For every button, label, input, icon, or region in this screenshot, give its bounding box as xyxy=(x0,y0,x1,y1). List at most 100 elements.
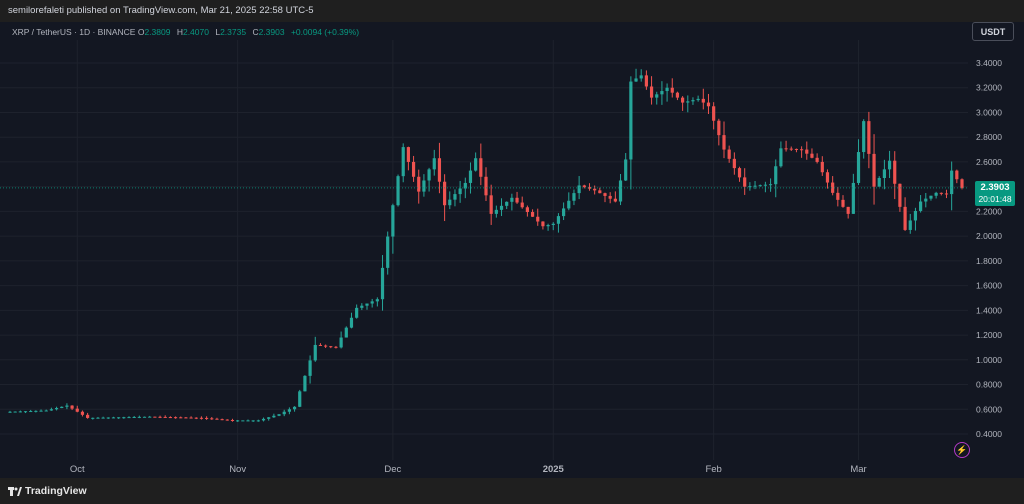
open-value: 2.3809 xyxy=(144,27,171,37)
candle-body xyxy=(670,87,674,93)
candle-body xyxy=(546,225,550,227)
candle-body xyxy=(505,201,509,206)
candle-body xyxy=(908,220,912,230)
candle-body xyxy=(753,185,757,187)
candle-body xyxy=(453,194,457,200)
candle-body xyxy=(406,147,410,162)
candle-body xyxy=(189,417,193,419)
y-tick-label: 0.6000 xyxy=(976,404,1002,414)
candle-body xyxy=(748,186,752,188)
candle-body xyxy=(562,208,566,217)
candle-body xyxy=(520,202,524,208)
y-tick-label: 1.4000 xyxy=(976,305,1002,315)
y-tick-label: 2.8000 xyxy=(976,132,1002,142)
candle-body xyxy=(205,417,209,419)
chart-area[interactable]: Oct Nov Dec 2025 Feb Mar 3.4000 3.2000 3.0000 2.8… xyxy=(0,22,1024,478)
candle-body xyxy=(862,121,866,153)
candle-body xyxy=(541,221,545,227)
candle-body xyxy=(80,411,85,415)
candle-body xyxy=(618,180,623,202)
candle-body xyxy=(318,344,323,346)
candle-body xyxy=(127,417,131,419)
candle-body xyxy=(230,419,235,421)
candle-body xyxy=(13,411,17,413)
candle-body xyxy=(712,106,716,121)
candle-body xyxy=(417,176,421,192)
candle-body xyxy=(308,360,312,376)
tradingview-brand: TradingView xyxy=(25,485,87,497)
candle-body xyxy=(132,416,136,418)
candle-body xyxy=(655,94,659,98)
candle-body xyxy=(339,337,343,348)
candle-body xyxy=(375,299,379,302)
candle-body xyxy=(898,183,902,207)
candle-body xyxy=(324,345,328,347)
candle-body xyxy=(199,417,204,419)
candle-body xyxy=(701,98,705,103)
candle-body xyxy=(173,417,178,419)
candle-body xyxy=(686,101,690,103)
candle-body xyxy=(939,192,943,194)
x-tick-label: Mar xyxy=(850,464,866,475)
x-tick-label: Dec xyxy=(384,464,401,475)
candle-body xyxy=(608,195,612,199)
candle-body xyxy=(422,180,426,192)
candle-body xyxy=(313,344,317,361)
candle-body xyxy=(370,301,374,304)
candle-body xyxy=(365,303,369,306)
candle-body xyxy=(675,92,680,98)
candle-body xyxy=(944,193,949,195)
candle-body xyxy=(872,153,876,187)
high-label: H xyxy=(176,27,183,37)
candle-body xyxy=(303,375,307,392)
symbol-title[interactable]: XRP / TetherUS · 1D · BINANCE xyxy=(12,27,136,37)
candle-body xyxy=(468,170,473,183)
candle-body xyxy=(737,168,742,178)
tradingview-logo[interactable]: TradingView xyxy=(8,485,87,497)
candle-body xyxy=(215,418,219,420)
bolt-icon[interactable]: ⚡ xyxy=(954,442,970,458)
candle-body xyxy=(101,417,105,419)
candle-body xyxy=(572,193,576,201)
candle-body xyxy=(122,417,126,419)
candle-body xyxy=(763,184,767,186)
candle-body xyxy=(929,195,933,199)
y-tick-label: 2.0000 xyxy=(976,231,1002,241)
candle-body xyxy=(349,317,354,328)
candle-body xyxy=(8,411,12,413)
candle-body xyxy=(391,205,395,237)
symbol-legend: XRP / TetherUS · 1D · BINANCE O2.3809 H2… xyxy=(12,27,363,37)
candle-body xyxy=(44,410,48,412)
candle-body xyxy=(437,158,442,182)
candle-body xyxy=(717,120,721,136)
last-price: 2.3903 xyxy=(980,182,1010,193)
candle-body xyxy=(484,176,488,196)
candle-body xyxy=(91,417,95,419)
x-tick-label: 2025 xyxy=(543,464,565,475)
x-tick-label: Nov xyxy=(229,464,246,475)
candle-body xyxy=(530,212,535,217)
candle-body xyxy=(510,197,514,202)
low-label: L xyxy=(215,27,221,37)
candle-body xyxy=(706,102,711,107)
candle-body xyxy=(515,197,519,203)
candle-body xyxy=(499,205,504,210)
candle-body xyxy=(494,209,498,214)
candle-body xyxy=(836,192,840,200)
candle-body xyxy=(794,148,799,150)
candle-body xyxy=(153,416,157,418)
candle-body xyxy=(86,414,90,418)
candle-body xyxy=(789,148,793,150)
candle-body xyxy=(893,160,897,184)
candle-body xyxy=(479,158,483,177)
candle-body xyxy=(950,170,954,195)
top-bar: semilorefaleti published on TradingView.… xyxy=(0,0,1024,22)
candle-body xyxy=(665,87,669,92)
price-chart[interactable]: Oct Nov Dec 2025 Feb Mar 3.4000 3.2000 3.0000 2.8… xyxy=(0,22,1024,478)
candle-body xyxy=(960,179,964,188)
currency-button[interactable]: USDT xyxy=(972,22,1014,41)
candle-body xyxy=(344,327,348,338)
candle-body xyxy=(924,198,928,202)
candle-body xyxy=(577,185,581,194)
candle-body xyxy=(60,406,64,409)
